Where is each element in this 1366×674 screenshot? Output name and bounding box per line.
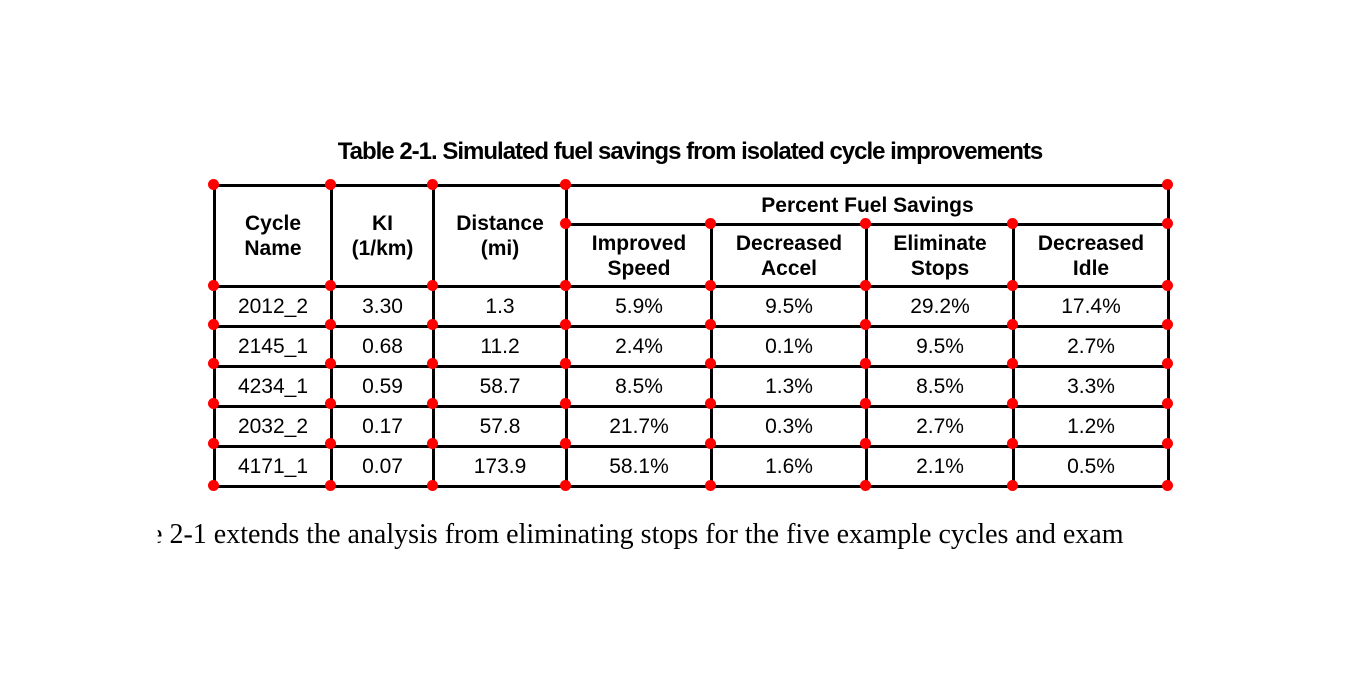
clipped-letter-fragment: e [150, 519, 163, 550]
table-cell: 0.3% [710, 405, 868, 448]
table-cell: 0.07 [330, 445, 435, 488]
table-cell: 57.8 [432, 405, 568, 448]
table-cell: 58.7 [432, 365, 568, 408]
table-body: 2012_2 3.30 1.3 5.9% 9.5% 29.2% 17.4% 2145_1 0.6… [213, 285, 1170, 488]
table-cell: 2.7% [1012, 325, 1170, 368]
col-header-cycle-name: Cycle Name [213, 184, 333, 288]
table-cell: 0.17 [330, 405, 435, 448]
col-header-eliminate-stops: Eliminate Stops [865, 223, 1015, 288]
table-cell: 1.2% [1012, 405, 1170, 448]
table-cell: 58.1% [565, 445, 713, 488]
table-caption: Table 2-1. Simulated fuel savings from i… [337, 138, 1043, 165]
table-cell: 3.3% [1012, 365, 1170, 408]
col-header-decreased-idle: Decreased Idle [1012, 223, 1170, 288]
table-cell: 0.1% [710, 325, 868, 368]
table-cell: 2.4% [565, 325, 713, 368]
table-cell: 2.7% [865, 405, 1015, 448]
table-cell: 21.7% [565, 405, 713, 448]
table-cell: 0.5% [1012, 445, 1170, 488]
col-header-ki: KI (1/km) [330, 184, 435, 288]
table-cell: 11.2 [432, 325, 568, 368]
table-cell: 2012_2 [213, 285, 333, 328]
table-cell: 1.3 [432, 285, 568, 328]
table-row: 2012_2 3.30 1.3 5.9% 9.5% 29.2% 17.4% [213, 285, 1170, 328]
body-text: e 2-1 extends the analysis from eliminati… [150, 517, 1124, 553]
col-header-distance: Distance (mi) [432, 184, 568, 288]
table-row: 2032_2 0.17 57.8 21.7% 0.3% 2.7% 1.2% [213, 405, 1170, 448]
table-cell: 3.30 [330, 285, 435, 328]
table-cell: 17.4% [1012, 285, 1170, 328]
table-cell: 29.2% [865, 285, 1015, 328]
col-group-header-percent-fuel-savings: Percent Fuel Savings [565, 184, 1170, 226]
body-text-line: 2-1 extends the analysis from eliminatin… [169, 519, 1124, 550]
table-cell: 0.68 [330, 325, 435, 368]
table-cell: 9.5% [865, 325, 1015, 368]
table-row: 4171_1 0.07 173.9 58.1% 1.6% 2.1% 0.5% [213, 445, 1170, 488]
col-header-improved-speed: Improved Speed [565, 223, 713, 288]
table-cell: 4234_1 [213, 365, 333, 408]
table-row: 2145_1 0.68 11.2 2.4% 0.1% 9.5% 2.7% [213, 325, 1170, 368]
table-cell: 4171_1 [213, 445, 333, 488]
table-cell: 9.5% [710, 285, 868, 328]
table-cell: 8.5% [865, 365, 1015, 408]
table-row: 4234_1 0.59 58.7 8.5% 1.3% 8.5% 3.3% [213, 365, 1170, 408]
table-cell: 2.1% [865, 445, 1015, 488]
col-header-decreased-accel: Decreased Accel [710, 223, 868, 288]
table-cell: 173.9 [432, 445, 568, 488]
table-cell: 0.59 [330, 365, 435, 408]
table-cell: 5.9% [565, 285, 713, 328]
table-cell: 1.3% [710, 365, 868, 408]
table-cell: 8.5% [565, 365, 713, 408]
table-cell: 2145_1 [213, 325, 333, 368]
table-cell: 2032_2 [213, 405, 333, 448]
table-cell: 1.6% [710, 445, 868, 488]
fuel-savings-table: Cycle Name KI (1/km) Distance (mi) Perce… [213, 184, 1170, 488]
